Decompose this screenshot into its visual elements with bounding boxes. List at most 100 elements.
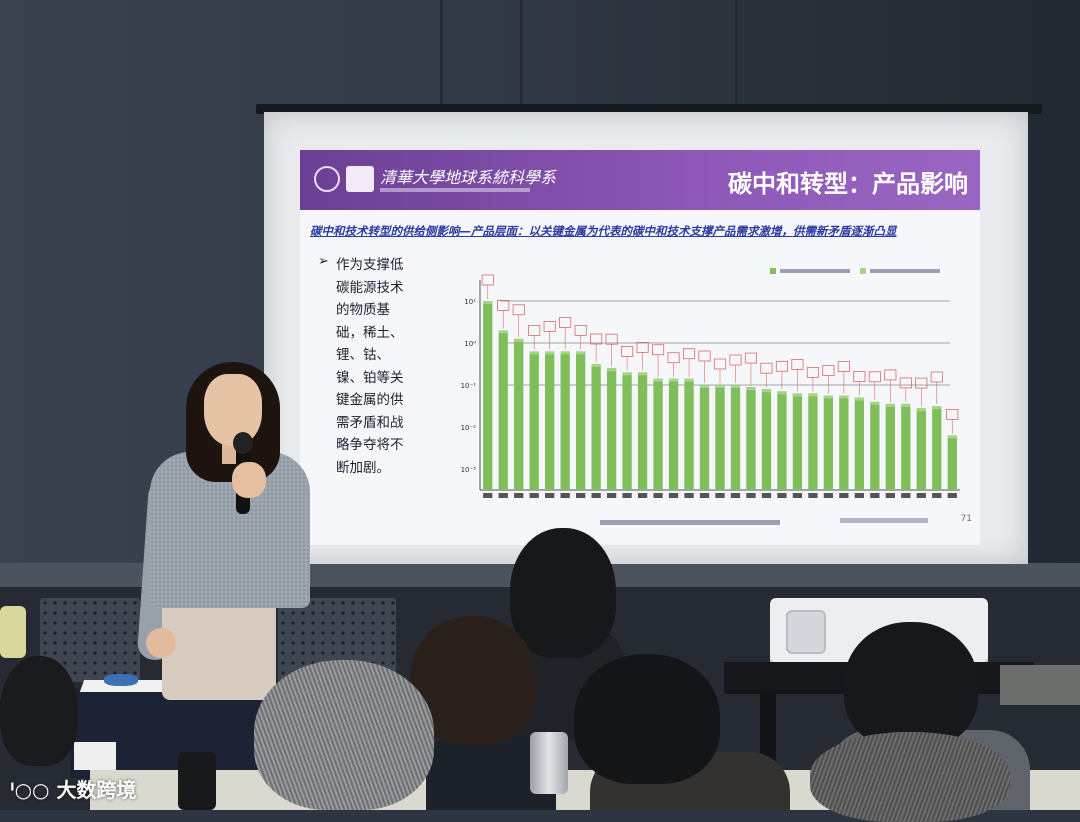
bar [529,351,539,490]
slide-header: 清華大學地球系統科學系 碳中和转型：产品影响 [300,150,980,210]
bar-annotation-box [899,377,912,389]
x-tick-label [560,493,570,498]
bar-annotation-box [481,274,494,286]
bar-top [514,338,524,342]
bar-annotation-box [744,352,758,364]
presentation-slide: 清華大學地球系統科學系 碳中和转型：产品影响 碳中和技术转型的供给侧影响—产品层… [300,150,980,545]
bar-top [529,351,539,355]
bar-top [591,364,601,367]
bar [606,368,617,490]
bar [514,338,524,490]
chart-caption [600,520,780,525]
slide-title: 碳中和转型：产品影响 [728,170,968,198]
bar [916,408,926,490]
bar [839,395,849,490]
x-tick-label [746,493,756,498]
y-tick-label: 10⁻³ [461,466,477,474]
bar [498,330,508,490]
bar-annotation-box [775,360,788,372]
bar-top [870,401,880,405]
bar-top [545,351,555,355]
metal-demand-bar-chart: 10¹ 10⁰ 10⁻¹ 10⁻² 10⁻³ [461,268,960,498]
bar-annotation-box [497,300,510,311]
x-tick-label [761,493,772,498]
audience-member-head [254,660,434,810]
bar-top [653,378,663,382]
y-tick-label: 10⁻¹ [461,382,477,390]
audience-member-head [574,654,720,784]
bar-top [854,397,864,401]
bar [730,385,741,490]
bar-annotation-box [853,371,866,382]
audience-member-head [810,732,1010,822]
x-tick-label [637,493,648,498]
legend-label [780,269,850,273]
bar [715,385,725,490]
bar-annotation-box [868,371,881,383]
chair [0,606,26,658]
bar-annotation-box [590,333,603,345]
bar-annotation-box [512,304,525,316]
bar [947,435,957,490]
slide-subtitle: 碳中和技术转型的供给侧影响—产品层面：以关键金属为代表的碳中和技术支撑产品需求激… [310,224,897,238]
bullet-line: 础，稀土、 [336,324,404,341]
bar [622,372,632,490]
bullet-arrow-icon: ➢ [318,254,329,269]
bar-annotation-box [667,352,680,364]
x-tick-label [622,493,632,498]
x-tick-label [715,493,725,498]
bar-top [730,385,741,388]
institution-english-name [380,188,530,192]
bar [777,391,787,490]
x-tick-label [653,493,663,498]
bar-top [560,351,570,355]
bar [483,301,493,490]
legend-swatch [770,268,776,274]
institution-name: 清華大學地球系統科學系 [380,168,557,187]
bar-annotation-box [729,354,742,366]
table-object [104,674,138,686]
bar [576,351,586,490]
thermos-cup [178,752,216,810]
projector-lens [786,610,826,654]
x-tick-label [808,493,818,498]
bar [637,372,648,490]
bar-top [808,393,818,397]
nameplate [74,742,116,770]
bar-annotation-box [791,359,804,370]
x-tick-label [668,493,679,498]
bar-top [761,389,772,393]
bar-annotation-box [698,350,711,362]
bar-annotation-box [822,365,835,376]
audience-member-head [844,622,978,748]
bar [653,378,663,490]
bar-annotation-box [574,325,587,336]
x-tick-label [839,493,849,498]
x-tick-label [885,493,895,498]
bar-top [576,351,586,355]
bullet-line: 作为支撑低 [336,257,404,273]
x-tick-label [823,493,834,498]
x-tick-label [947,493,957,498]
speaker-face [204,374,262,446]
speaker-hand [232,462,266,498]
bullet-line: 断加剧。 [336,459,390,476]
bar-annotation-box [543,321,556,332]
bar [746,387,756,490]
bar-top [606,368,617,372]
bar-top [932,406,942,409]
bar [545,351,555,490]
bullet-line: 的物质基 [336,302,390,318]
bar [870,401,880,490]
bar [823,395,834,490]
x-tick-label [529,493,539,498]
bullet-text: 作为支撑低 碳能源技术 的物质基 础，稀土、 锂、钴、 镍、铂等关 键金属的供 … [318,254,418,479]
bar-top [916,408,926,412]
speaker-pants [162,604,276,700]
bar-annotation-box [806,367,819,378]
university-seal-icon [314,166,340,192]
audience-member-head [510,528,616,658]
x-tick-label [901,493,911,498]
x-tick-label [777,493,787,498]
bar-top [715,385,725,388]
